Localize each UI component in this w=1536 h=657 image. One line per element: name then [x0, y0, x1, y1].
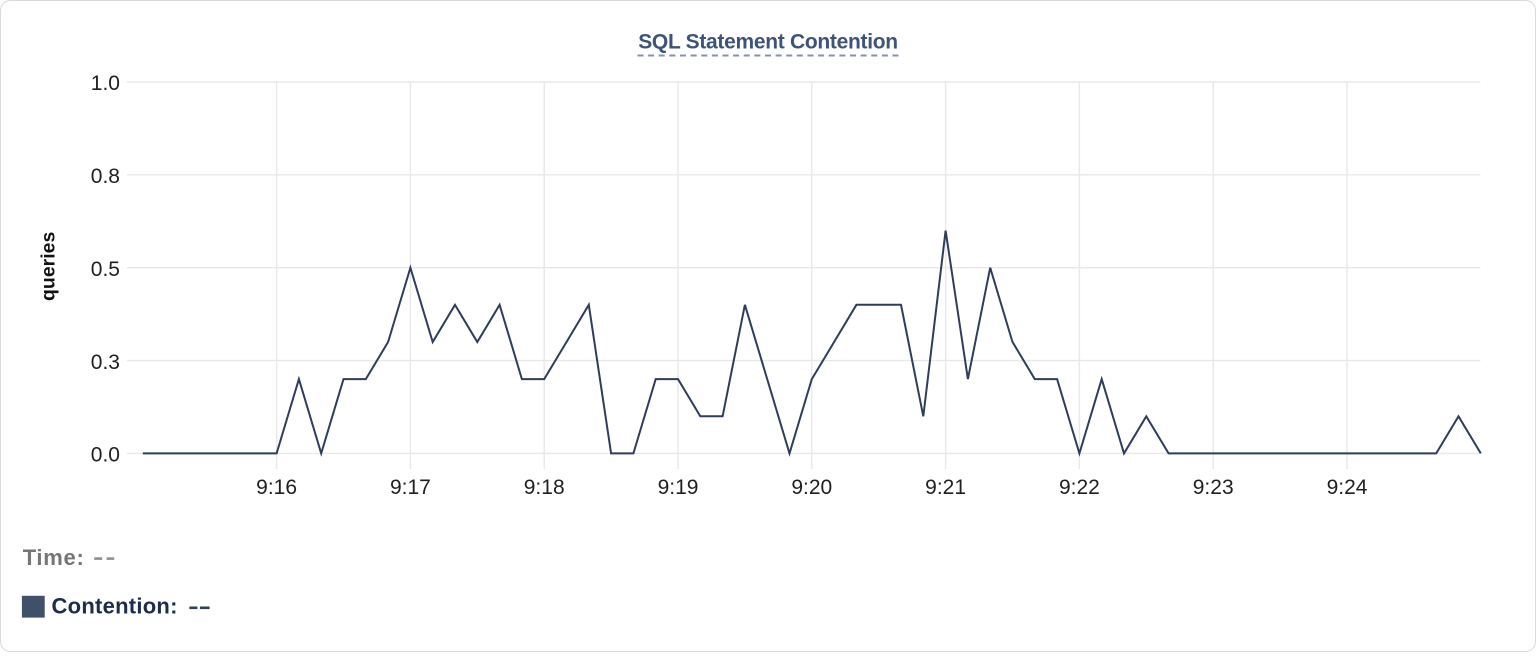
svg-text:1.0: 1.0: [91, 72, 120, 95]
svg-text:9:22: 9:22: [1059, 476, 1100, 499]
svg-text:queries: queries: [38, 231, 60, 301]
svg-text:9:23: 9:23: [1193, 476, 1234, 499]
svg-text:0.3: 0.3: [91, 351, 120, 374]
svg-text:9:19: 9:19: [658, 476, 699, 499]
svg-text:0.5: 0.5: [91, 258, 120, 281]
svg-text:9:16: 9:16: [256, 476, 297, 499]
svg-text:0.0: 0.0: [91, 444, 120, 467]
svg-text:Time:: Time:: [23, 545, 85, 570]
svg-text:0.8: 0.8: [91, 165, 120, 188]
svg-text:9:24: 9:24: [1327, 476, 1368, 499]
svg-text:9:21: 9:21: [925, 476, 966, 499]
svg-text:9:17: 9:17: [390, 476, 431, 499]
svg-text:9:20: 9:20: [791, 476, 832, 499]
svg-text:Contention:: Contention:: [52, 593, 178, 618]
svg-text:SQL Statement Contention: SQL Statement Contention: [638, 31, 898, 54]
svg-text:9:18: 9:18: [524, 476, 565, 499]
